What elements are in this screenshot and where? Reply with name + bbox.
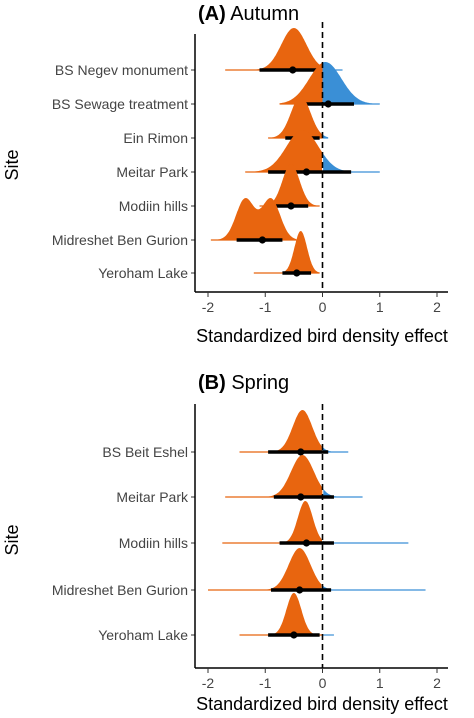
density-positive-bs-sewage-treatment	[322, 62, 380, 104]
site-label-bs-sewage-treatment: BS Sewage treatment	[52, 96, 188, 112]
x-tick-label-autumn: -1	[259, 299, 272, 315]
site-row-bs-beit-eshel	[239, 410, 349, 456]
site-label-bs-negev-monument: BS Negev monument	[55, 62, 188, 78]
site-row-meitar-park	[245, 130, 380, 176]
site-label-meitar-park: Meitar Park	[116, 489, 189, 505]
x-tick-label-autumn: 2	[433, 299, 441, 315]
density-positive-ein-rimon	[322, 134, 328, 138]
density-negative-midreshet-ben-gurion	[210, 198, 297, 240]
site-row-meitar-park	[225, 455, 363, 501]
site-row-yeroham-lake	[239, 593, 334, 639]
point-estimate-modiin-hills	[302, 539, 311, 547]
site-row-bs-negev-monument	[225, 28, 343, 74]
density-negative-midreshet-ben-gurion	[208, 548, 322, 590]
x-tick-label-autumn: 1	[376, 299, 384, 315]
point-estimate-yeroham-lake	[293, 269, 301, 277]
density-negative-yeroham-lake	[253, 231, 320, 273]
panel-title-spring: (B) Spring	[198, 372, 289, 394]
site-label-bs-beit-eshel: BS Beit Eshel	[102, 444, 188, 460]
point-estimate-bs-negev-monument	[289, 66, 297, 74]
site-label-yeroham-lake: Yeroham Lake	[98, 265, 188, 281]
site-label-meitar-park: Meitar Park	[116, 164, 189, 180]
density-negative-bs-negev-monument	[225, 28, 323, 70]
point-estimate-midreshet-ben-gurion	[258, 236, 266, 244]
density-positive-meitar-park	[323, 153, 380, 172]
site-row-modiin-hills	[222, 501, 409, 547]
panel-autumn: (A) Autumn BS Negev monument BS Sewage tr…	[2, 3, 448, 346]
panel-spring: (B) Spring BS Beit Eshel Meitar Park Modii…	[2, 372, 448, 714]
site-row-midreshet-ben-gurion	[210, 198, 297, 244]
y-axis-label-spring: Site	[2, 524, 22, 555]
x-tick-label-spring: 1	[376, 675, 384, 691]
x-tick-label-autumn: 0	[319, 299, 327, 315]
density-negative-ein-rimon	[268, 96, 323, 138]
point-estimate-midreshet-ben-gurion	[296, 586, 304, 594]
x-tick-label-spring: -1	[259, 675, 272, 691]
y-axis-label-autumn: Site	[2, 149, 22, 180]
site-label-midreshet-ben-gurion: Midreshet Ben Gurion	[52, 232, 188, 248]
site-label-ein-rimon: Ein Rimon	[123, 130, 188, 146]
site-label-modiin-hills: Modiin hills	[119, 198, 188, 214]
density-positive-midreshet-ben-gurion	[323, 585, 426, 590]
point-estimate-modiin-hills	[287, 202, 295, 210]
panel-title-autumn: (A) Autumn	[198, 3, 299, 25]
density-negative-meitar-park	[245, 130, 323, 172]
point-estimate-bs-sewage-treatment	[324, 100, 332, 108]
point-estimate-meitar-park	[297, 493, 305, 501]
x-tick-label-spring: 2	[433, 675, 441, 691]
site-row-yeroham-lake	[253, 231, 320, 277]
x-axis-label-autumn: Standardized bird density effect	[196, 326, 448, 346]
site-label-modiin-hills: Modiin hills	[119, 535, 188, 551]
point-estimate-bs-beit-eshel	[297, 448, 305, 456]
density-negative-modiin-hills	[259, 164, 320, 206]
point-estimate-yeroham-lake	[290, 631, 298, 639]
site-row-midreshet-ben-gurion	[208, 548, 426, 594]
density-negative-bs-beit-eshel	[239, 410, 322, 452]
density-negative-modiin-hills	[222, 501, 322, 543]
x-axis-label-spring: Standardized bird density effect	[196, 694, 448, 714]
site-label-yeroham-lake: Yeroham Lake	[98, 627, 188, 643]
point-estimate-meitar-park	[302, 168, 311, 176]
density-negative-yeroham-lake	[239, 593, 323, 635]
x-tick-label-spring: -2	[202, 675, 215, 691]
density-negative-bs-sewage-treatment	[279, 62, 323, 104]
site-label-midreshet-ben-gurion: Midreshet Ben Gurion	[52, 582, 188, 598]
x-tick-label-spring: 0	[319, 675, 327, 691]
density-negative-meitar-park	[225, 455, 323, 497]
x-tick-label-autumn: -2	[202, 299, 215, 315]
